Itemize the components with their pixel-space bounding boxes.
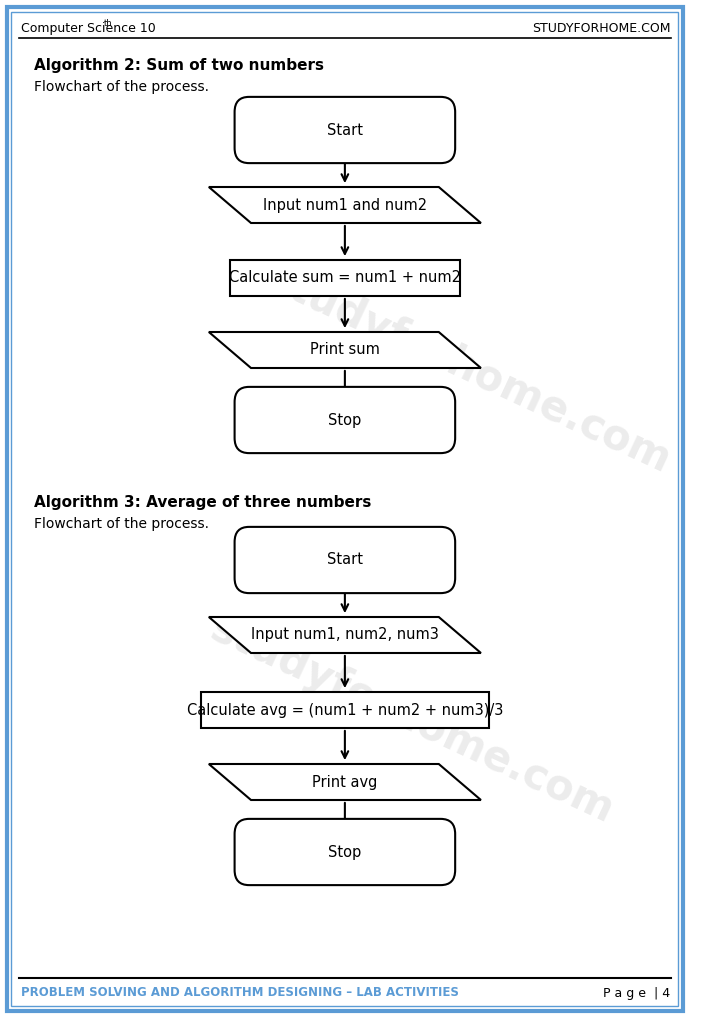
Text: Stop: Stop xyxy=(328,412,361,428)
Polygon shape xyxy=(209,617,481,653)
Text: Print avg: Print avg xyxy=(312,775,377,790)
Text: studyforhome.com: studyforhome.com xyxy=(204,608,621,832)
Text: th: th xyxy=(104,18,112,27)
FancyBboxPatch shape xyxy=(235,818,455,885)
FancyBboxPatch shape xyxy=(235,97,455,163)
Text: Print sum: Print sum xyxy=(310,342,380,357)
Text: Flowchart of the process.: Flowchart of the process. xyxy=(34,517,209,531)
Text: Algorithm 3: Average of three numbers: Algorithm 3: Average of three numbers xyxy=(34,495,371,510)
Bar xyxy=(201,692,489,728)
Text: STUDYFORHOME.COM: STUDYFORHOME.COM xyxy=(532,21,670,35)
FancyBboxPatch shape xyxy=(235,387,455,453)
Text: studyforhome.com: studyforhome.com xyxy=(261,258,678,483)
Text: Calculate avg = (num1 + num2 + num3)/3: Calculate avg = (num1 + num2 + num3)/3 xyxy=(186,702,503,718)
Text: PROBLEM SOLVING AND ALGORITHM DESIGNING – LAB ACTIVITIES: PROBLEM SOLVING AND ALGORITHM DESIGNING … xyxy=(21,986,459,1000)
Text: P a g e  | 4: P a g e | 4 xyxy=(603,986,670,1000)
Text: Start: Start xyxy=(327,553,363,567)
Text: Algorithm 2: Sum of two numbers: Algorithm 2: Sum of two numbers xyxy=(34,58,323,73)
Bar xyxy=(230,260,460,296)
Polygon shape xyxy=(209,187,481,223)
Text: Computer Science 10: Computer Science 10 xyxy=(21,21,156,35)
Text: Input num1, num2, num3: Input num1, num2, num3 xyxy=(251,627,438,642)
Text: Stop: Stop xyxy=(328,845,361,859)
Polygon shape xyxy=(209,332,481,367)
FancyBboxPatch shape xyxy=(235,527,455,593)
Text: Calculate sum = num1 + num2: Calculate sum = num1 + num2 xyxy=(229,271,461,285)
Text: Input num1 and num2: Input num1 and num2 xyxy=(263,197,427,213)
Text: Flowchart of the process.: Flowchart of the process. xyxy=(34,80,209,94)
Text: Start: Start xyxy=(327,122,363,137)
Polygon shape xyxy=(209,764,481,800)
